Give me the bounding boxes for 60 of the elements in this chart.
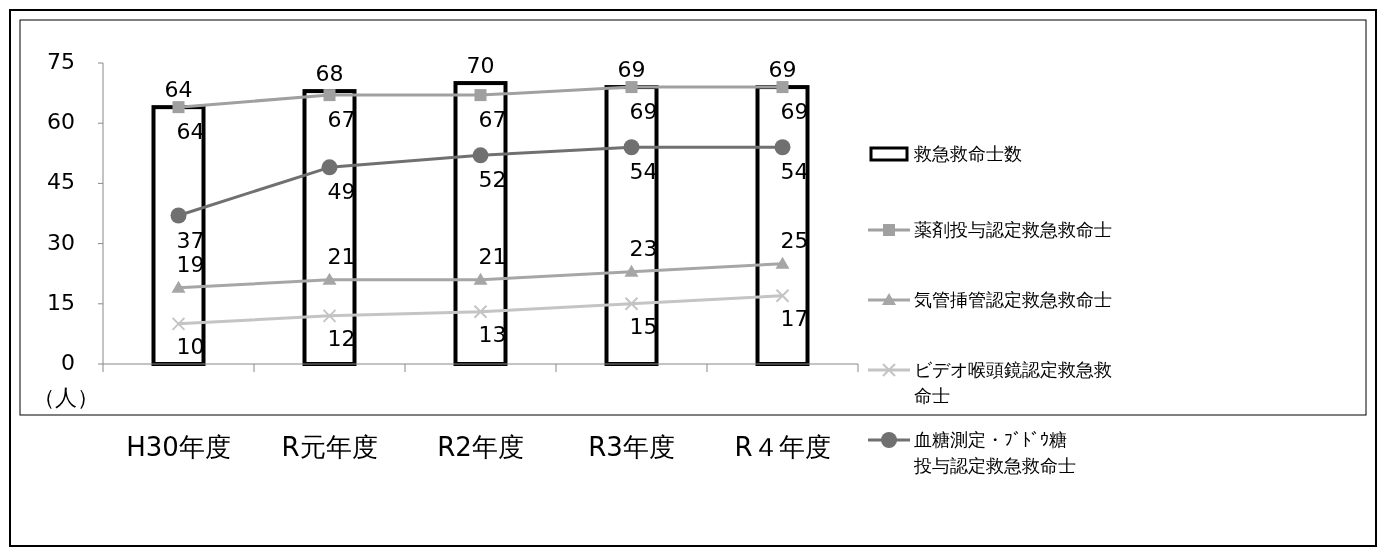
legend-label: 薬剤投与認定救急救命士 bbox=[914, 219, 1112, 240]
data-label: 70 bbox=[466, 53, 495, 79]
x-tick-label: R４年度 bbox=[734, 432, 831, 462]
data-label: 68 bbox=[315, 61, 344, 87]
data-label: 23 bbox=[629, 235, 658, 261]
y-tick-label: 0 bbox=[61, 350, 75, 375]
point bbox=[321, 159, 338, 176]
point bbox=[775, 256, 790, 269]
y-tick-label: 60 bbox=[47, 109, 75, 135]
y-tick-label: 15 bbox=[47, 289, 75, 315]
y-tick-label: 45 bbox=[47, 169, 75, 195]
data-label: 25 bbox=[780, 227, 809, 253]
y-tick-label: 75 bbox=[47, 49, 75, 74]
legend-label: ビデオ喉頭鏡認定救急救命士 bbox=[914, 359, 1112, 406]
point bbox=[473, 272, 488, 285]
data-label: 12 bbox=[327, 325, 356, 351]
point bbox=[775, 288, 790, 303]
legend-label: 救急救命士数 bbox=[913, 143, 1022, 164]
point bbox=[624, 296, 639, 311]
x-tick-label: R2年度 bbox=[437, 432, 524, 462]
data-label: 49 bbox=[327, 179, 356, 205]
point bbox=[322, 308, 337, 323]
data-label: 69 bbox=[629, 99, 658, 125]
x-tick-label: R3年度 bbox=[588, 432, 675, 462]
data-label: 69 bbox=[780, 99, 809, 125]
point bbox=[170, 207, 187, 224]
legend-label: 気管挿管認定救急救命士 bbox=[914, 289, 1112, 310]
point bbox=[625, 81, 638, 94]
point bbox=[624, 264, 639, 277]
point bbox=[474, 89, 487, 102]
point bbox=[473, 304, 488, 319]
y-axis-title: （人） bbox=[33, 385, 99, 410]
point bbox=[171, 316, 186, 331]
data-label: 67 bbox=[327, 107, 356, 133]
point bbox=[776, 81, 789, 94]
point bbox=[623, 139, 640, 156]
x-tick-label: R元年度 bbox=[281, 432, 378, 462]
x-tick-label: H30年度 bbox=[126, 432, 231, 462]
data-label: 64 bbox=[176, 119, 205, 145]
data-label: 13 bbox=[478, 321, 507, 347]
point bbox=[172, 101, 185, 114]
legend-label: 血糖測定・ﾌﾞﾄﾞｳ糖投与認定救急救命士 bbox=[913, 429, 1076, 476]
data-label: 52 bbox=[478, 167, 507, 193]
y-tick-label: 30 bbox=[47, 229, 75, 255]
data-label: 69 bbox=[617, 57, 646, 83]
data-label: 54 bbox=[629, 159, 658, 185]
point bbox=[472, 147, 489, 164]
data-label: 17 bbox=[780, 305, 809, 331]
data-label: 15 bbox=[629, 313, 658, 339]
point bbox=[322, 272, 337, 285]
point bbox=[171, 280, 186, 293]
data-label: 67 bbox=[478, 107, 507, 133]
data-label: 37 bbox=[176, 227, 205, 253]
point bbox=[774, 139, 791, 156]
data-label: 64 bbox=[164, 77, 193, 103]
point bbox=[323, 89, 336, 102]
data-label: 21 bbox=[478, 243, 507, 269]
data-label: 21 bbox=[327, 243, 356, 269]
data-label: 54 bbox=[780, 159, 809, 185]
data-label: 69 bbox=[768, 57, 797, 83]
